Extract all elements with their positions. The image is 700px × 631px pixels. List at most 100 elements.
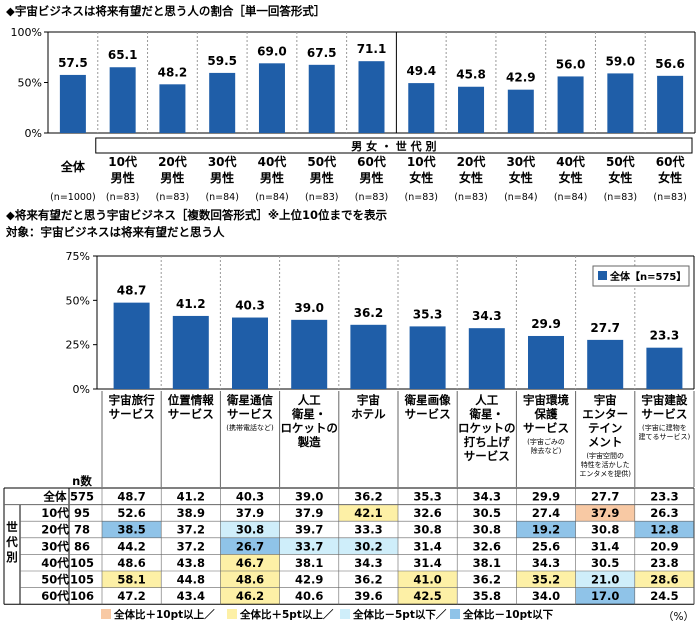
chart2-category-label: 衛星通信	[226, 393, 273, 407]
table-cell-value: 38.9	[177, 506, 205, 520]
chart1-bar	[159, 84, 186, 133]
table-cell-value: 37.9	[295, 506, 323, 520]
chart2-category-note: (宇宙空間の	[586, 451, 624, 460]
table-cell-value: 39.0	[295, 490, 323, 504]
chart2-category-label: 人工	[298, 393, 321, 407]
table-cell-value: 36.2	[354, 573, 382, 587]
table-cell-highlight	[398, 587, 458, 605]
chart1-category-label: 40代	[556, 154, 585, 169]
table-cell-value: 26.7	[236, 539, 264, 553]
chart2-data-label: 27.7	[590, 321, 620, 335]
table-cell-value: 44.2	[117, 539, 145, 553]
chart1-category-label: 男性	[359, 170, 383, 185]
chart1-bar	[209, 72, 236, 133]
table-cell-value: 17.0	[591, 589, 619, 603]
table-cell-highlight	[102, 571, 162, 588]
table-n-value: 575	[70, 490, 94, 504]
chart2-title: ◆将来有望だと思う宇宙ビジネス［複数回答形式］※上位10位までを表示	[6, 208, 388, 222]
chart2-category-note: (宇宙に建物を	[642, 423, 687, 432]
table-cell-highlight	[338, 504, 398, 522]
table-cell-value: 30.8	[236, 523, 264, 537]
table-cell-highlight	[398, 571, 458, 588]
table-cell-value: 42.9	[295, 573, 323, 587]
table-cell-value: 38.1	[295, 556, 323, 570]
table-cell-value: 21.0	[591, 573, 619, 587]
chart2-bar	[587, 339, 624, 389]
legend-label: 全体比＋10pt以上／	[113, 608, 215, 621]
chart2-category-label: ホテル	[351, 407, 386, 421]
chart2-category-label: ロケットの	[280, 421, 338, 435]
chart1-category-label: 女性	[459, 170, 483, 185]
table-cell-value: 38.5	[117, 523, 145, 537]
chart1-n-label: (n=83)	[355, 192, 388, 203]
chart2-data-label: 48.7	[117, 284, 147, 298]
table-cell-value: 25.6	[532, 539, 560, 553]
chart2-category-label: サービス	[168, 407, 214, 421]
chart1-category-label: 50代	[307, 154, 336, 169]
chart1-bar	[458, 86, 485, 133]
table-cell-value: 37.2	[177, 539, 205, 553]
table-cell-value: 34.3	[354, 556, 382, 570]
legend-label: 全体比＋5pt以上／	[239, 608, 334, 621]
table-cell-value: 33.7	[295, 539, 323, 553]
chart1-bar	[308, 64, 335, 133]
chart2-category-label: 宇宙建設	[641, 393, 687, 407]
legend-label: 全体比－5pt以下／	[352, 608, 447, 621]
legend-label: 全体比－10pt以下	[462, 608, 554, 621]
table-side-label: 世	[6, 520, 18, 534]
chart2-category-label: サービス	[405, 407, 451, 421]
chart2-data-label: 36.2	[354, 306, 384, 320]
table-cell-value: 39.7	[295, 523, 323, 537]
chart2-bar	[409, 326, 446, 389]
chart1-n-label: (n=83)	[454, 192, 487, 203]
chart1-data-label: 69.0	[257, 44, 287, 58]
table-row-label: 50代	[41, 573, 69, 587]
table-cell-value: 30.2	[354, 539, 382, 553]
table-cell-value: 46.2	[236, 589, 264, 603]
table-cell-value: 37.9	[591, 506, 619, 520]
table-cell-value: 47.2	[117, 589, 145, 603]
table-n-header: n数	[72, 474, 92, 488]
chart2-category-label: テイン	[588, 421, 623, 435]
table-cell-highlight	[516, 521, 576, 538]
table-cell-value: 41.2	[177, 490, 205, 504]
table-cell-value: 23.3	[650, 490, 678, 504]
chart1-n-label: (n=84)	[255, 192, 288, 203]
table-cell-value: 24.5	[650, 589, 678, 603]
chart1-category-label: 男性	[260, 170, 284, 185]
table-cell-value: 31.4	[591, 539, 619, 553]
table-cell-value: 12.8	[650, 523, 678, 537]
chart1-data-label: 49.4	[406, 64, 436, 78]
table-cell-value: 27.7	[591, 490, 619, 504]
table-cell-value: 30.8	[413, 523, 441, 537]
table-cell-value: 39.6	[354, 589, 382, 603]
chart1-data-label: 56.6	[655, 57, 685, 71]
table-cell-value: 20.9	[650, 539, 678, 553]
chart2-bar	[172, 315, 209, 389]
table-n-value: 105	[70, 556, 94, 570]
chart1-category-label: 60代	[357, 154, 386, 169]
chart2-bar	[232, 317, 268, 389]
chart1-category-label: 10代	[407, 154, 436, 169]
chart1-title: ◆宇宙ビジネスは将来有望だと思う人の割合［単一回答形式］	[6, 4, 325, 18]
table-cell-value: 34.3	[473, 490, 501, 504]
table-cell-value: 30.5	[473, 506, 501, 520]
table-n-value: 106	[70, 589, 94, 603]
chart1-category-label: 30代	[208, 154, 237, 169]
chart2-category-label: サービス	[109, 407, 155, 421]
legend-swatch	[101, 609, 111, 619]
chart1-data-label: 48.2	[158, 65, 188, 79]
chart2-bar	[528, 335, 564, 389]
chart1-y-tick-label: 0%	[25, 127, 42, 140]
chart2-category-label: 宇宙	[357, 393, 380, 407]
table-cell-highlight	[575, 504, 635, 522]
chart1-category-label: 男性	[160, 170, 184, 185]
table-cell-value: 36.2	[473, 573, 501, 587]
table-cell-highlight	[220, 587, 280, 605]
table-side-label: 別	[5, 550, 18, 564]
table-row-label: 40代	[41, 556, 69, 570]
chart2-data-label: 39.0	[294, 301, 324, 315]
chart2-bar	[646, 347, 683, 389]
chart1-n-label: (n=83)	[604, 192, 637, 203]
table-cell-value: 41.0	[413, 573, 441, 587]
